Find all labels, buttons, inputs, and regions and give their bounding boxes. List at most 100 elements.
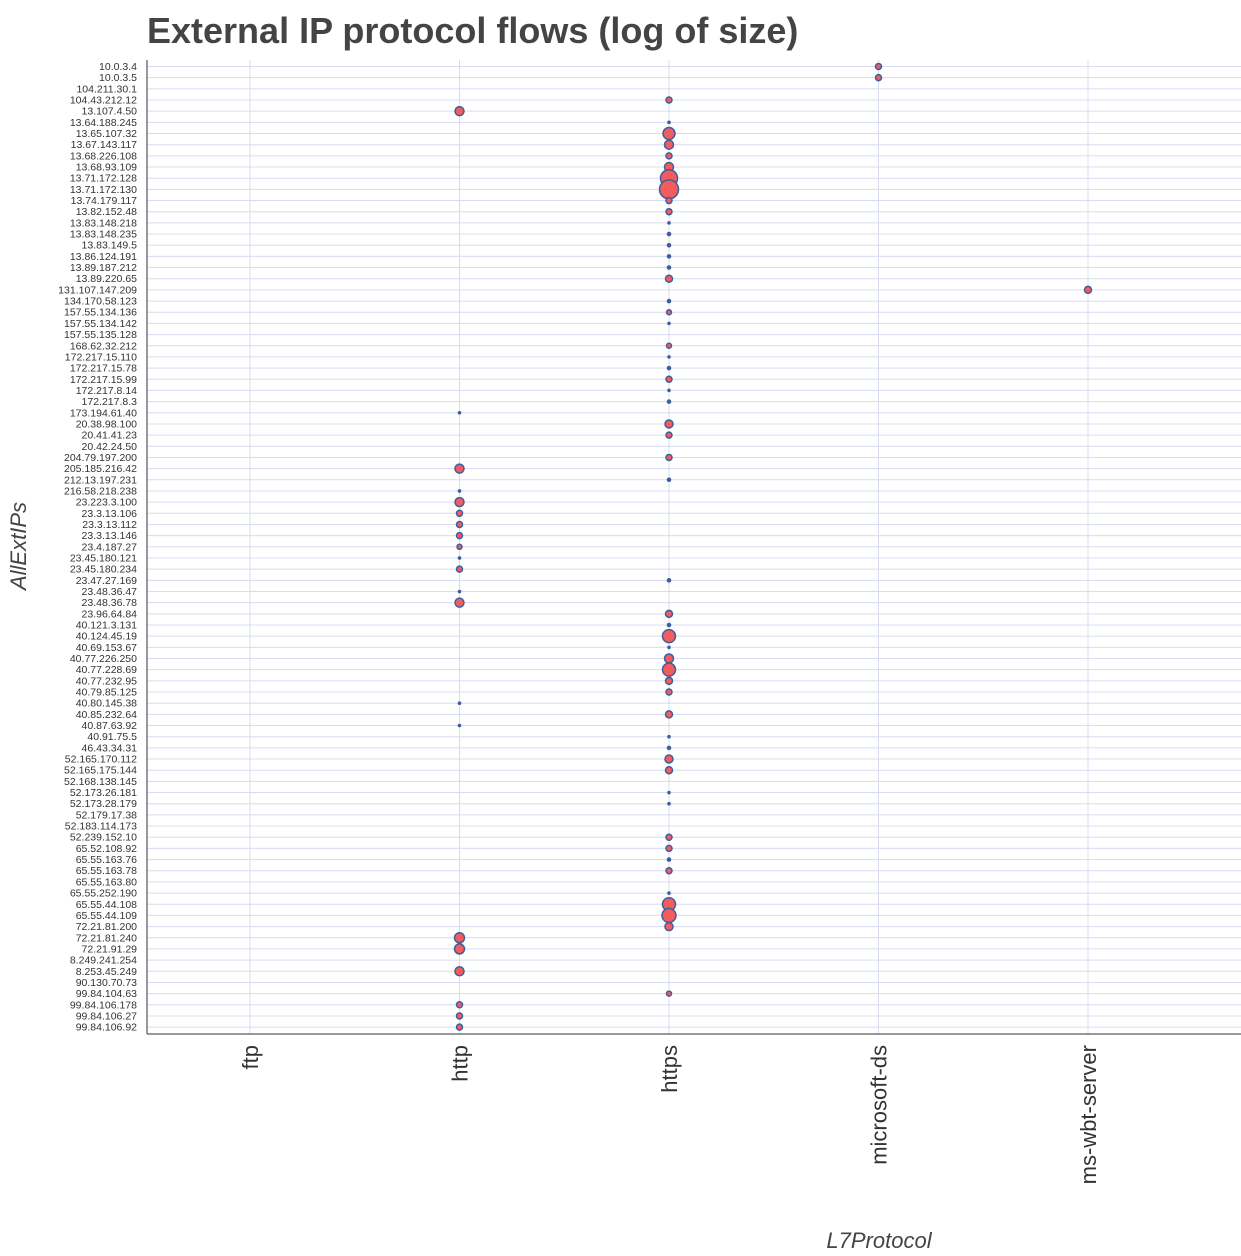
data-point[interactable] [667,321,671,326]
data-point[interactable] [455,531,464,540]
data-point[interactable] [455,1001,464,1009]
data-point[interactable] [667,734,671,739]
data-point[interactable] [664,921,674,932]
data-point[interactable] [664,274,674,283]
data-point[interactable] [665,990,673,997]
data-point[interactable] [665,308,673,316]
data-point[interactable] [665,431,673,439]
chart-title: External IP protocol flows (log of size) [147,10,799,51]
x-tick-label: https [657,1045,682,1093]
data-point[interactable] [658,179,680,200]
data-point[interactable] [665,342,673,349]
y-tick-label: 23.45.180.121 [70,552,137,564]
data-point[interactable] [874,62,883,71]
data-point[interactable] [455,1012,464,1020]
data-point[interactable] [454,105,465,117]
data-point[interactable] [454,463,465,474]
data-point[interactable] [667,388,671,393]
data-point[interactable] [454,496,465,508]
data-point[interactable] [665,688,673,696]
y-tick-label: 52.173.26.181 [70,787,137,799]
y-tick-label: 173.194.61.40 [70,407,137,419]
data-point[interactable] [454,597,465,608]
data-point[interactable] [457,556,462,560]
data-point[interactable] [457,723,462,728]
y-tick-label: 205.185.216.42 [64,463,137,475]
data-point[interactable] [666,745,672,751]
data-point[interactable] [455,520,464,529]
data-point[interactable] [661,628,677,644]
data-point[interactable] [664,710,674,719]
data-point[interactable] [662,126,676,141]
data-point[interactable] [457,410,462,415]
data-point[interactable] [665,375,673,384]
data-point[interactable] [667,790,671,795]
y-tick-label: 40.85.232.64 [76,709,137,721]
data-point[interactable] [666,622,672,628]
data-point[interactable] [667,801,671,806]
data-point[interactable] [665,96,673,104]
data-point[interactable] [457,589,462,594]
data-point[interactable] [664,419,674,429]
y-tick-label: 40.124.45.19 [76,631,137,643]
data-point[interactable] [666,231,672,237]
data-point[interactable] [663,139,675,150]
data-point[interactable] [666,477,672,483]
y-tick-label: 13.107.4.50 [82,106,138,118]
y-tick-label: 216.58.218.238 [64,485,137,497]
data-point[interactable] [455,1023,464,1031]
data-point[interactable] [667,891,671,895]
data-point[interactable] [665,453,673,462]
data-point[interactable] [667,120,671,125]
data-point[interactable] [664,609,674,619]
data-point[interactable] [665,196,673,205]
data-point[interactable] [456,543,463,551]
data-point[interactable] [666,254,672,259]
data-point[interactable] [664,676,674,686]
data-point[interactable] [667,355,671,359]
data-point[interactable] [666,857,672,862]
data-point[interactable] [666,365,672,371]
data-point[interactable] [453,943,466,955]
y-tick-label: 52.165.170.112 [65,754,137,766]
data-point[interactable] [661,907,677,924]
y-tick-label: 13.89.187.212 [70,262,137,274]
data-point[interactable] [874,73,883,82]
data-point[interactable] [666,298,672,304]
y-tick-label: 204.79.197.200 [64,452,137,464]
data-point[interactable] [667,645,671,650]
data-point[interactable] [457,701,462,705]
data-point[interactable] [664,754,674,764]
data-point[interactable] [665,207,673,216]
y-tick-label: 99.84.106.92 [76,1022,137,1034]
y-tick-label: 20.42.24.50 [82,441,138,453]
data-point[interactable] [666,578,672,583]
y-tick-label: 23.3.13.146 [82,530,138,542]
data-point[interactable] [454,966,465,977]
data-point[interactable] [666,242,672,248]
y-tick-label: 40.77.232.95 [76,675,137,687]
data-point[interactable] [455,509,464,518]
data-point[interactable] [664,765,674,775]
data-point[interactable] [455,565,464,573]
data-point[interactable] [457,489,462,493]
y-tick-label: 99.84.106.27 [76,1010,137,1022]
data-point[interactable] [665,152,673,160]
y-tick-label: 52.173.28.179 [70,798,137,810]
data-point[interactable] [667,221,671,225]
data-point[interactable] [665,866,673,875]
y-tick-label: 13.71.172.130 [70,184,137,196]
y-tick-label: 72.21.81.200 [76,921,137,933]
x-tick-labels: ftp http https microsoft-ds ms-wbt-server [238,1045,1101,1184]
data-point[interactable] [1083,285,1093,295]
y-tick-label: 13.68.226.108 [70,150,137,162]
data-point[interactable] [666,399,672,404]
y-tick-label: 65.55.163.78 [76,865,137,877]
y-tick-label: 157.55.134.142 [64,318,137,330]
data-point[interactable] [665,844,673,853]
data-point[interactable] [453,932,466,944]
data-point[interactable] [665,833,673,841]
data-point[interactable] [666,265,672,270]
data-point[interactable] [661,662,677,677]
data-point[interactable] [663,653,675,664]
